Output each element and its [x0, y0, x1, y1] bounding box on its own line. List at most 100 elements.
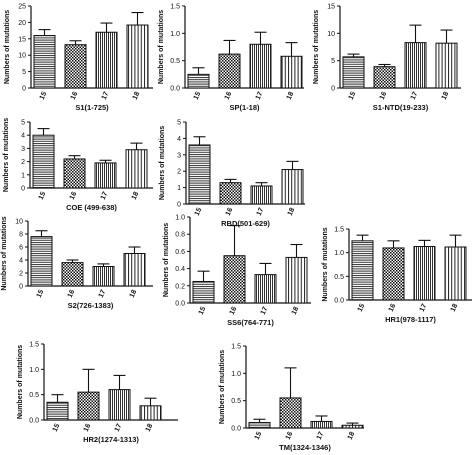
bar: [351, 240, 374, 301]
x-tick-label: 16: [229, 306, 239, 316]
bar: [94, 162, 117, 189]
y-axis-label: Numbers of mutations: [163, 223, 170, 297]
bar: [92, 266, 115, 287]
chart-panel: 0.0 0.5 1.0 1.5 Numbers of mutations 15 16 17 18…: [219, 344, 364, 452]
bar: [310, 420, 333, 429]
y-tick-label: 10: [18, 53, 26, 60]
bar: [285, 256, 308, 304]
bar: [123, 253, 146, 287]
chart-panel: 0.0 0.5 1.0 1.5 Numbers of mutations 15 16 17 18…: [322, 227, 472, 324]
y-tick-label: 1.0: [170, 31, 180, 38]
chart-panel: 0.0 0.5 1.0 1.5 Numbers of mutations 15 16 17 18…: [17, 342, 178, 444]
x-tick-label: 16: [225, 207, 235, 217]
x-tick-label: 17: [260, 306, 270, 316]
bar: [77, 391, 100, 421]
x-tick-label: 15: [348, 91, 358, 101]
y-tick-label: 1.0: [29, 367, 39, 374]
y-tick-label: 0.5: [29, 392, 39, 399]
bar: [139, 405, 162, 421]
y-tick-label: 0.6: [175, 249, 185, 256]
x-tick-label: 18: [129, 289, 139, 299]
bar: [382, 247, 405, 301]
y-tick-label: 10: [327, 31, 335, 38]
x-tick-label: 16: [83, 423, 93, 433]
y-tick-label: 0.5: [334, 274, 344, 281]
chart-title: HR1(978-1117): [385, 315, 436, 324]
y-tick-label: 4: [19, 258, 23, 265]
bar: [46, 401, 69, 421]
y-tick-label: 1.0: [175, 215, 185, 222]
chart-title: RBD(501-629): [221, 219, 270, 228]
y-tick-label: 1.5: [170, 4, 180, 11]
x-tick-label: 17: [410, 91, 420, 101]
x-tick-label: 15: [38, 191, 48, 201]
x-tick-label: 15: [193, 91, 203, 101]
y-tick-label: 20: [18, 20, 26, 27]
y-tick-label: 2: [19, 271, 23, 278]
x-tick-label: 16: [285, 431, 295, 441]
bar: [280, 55, 303, 89]
bar: [444, 246, 467, 301]
bar: [95, 31, 118, 89]
bar: [219, 182, 242, 205]
x-tick-label: 18: [347, 431, 357, 441]
y-tick-label: 0.2: [175, 283, 185, 290]
x-tick-label: 16: [69, 191, 79, 201]
bar: [342, 56, 365, 89]
bar: [30, 236, 53, 287]
y-tick-label: 3: [177, 152, 181, 159]
bar: [281, 169, 304, 205]
x-tick-label: 18: [145, 423, 155, 433]
y-axis-label: Numbers of mutations: [158, 10, 165, 84]
x-tick-label: 16: [388, 303, 398, 313]
y-tick-label: 1: [21, 172, 25, 179]
y-tick-label: 0: [22, 86, 26, 93]
y-tick-label: 1.5: [29, 342, 39, 349]
y-tick-label: 0.4: [175, 266, 185, 273]
bar: [413, 246, 436, 301]
x-tick-label: 15: [194, 207, 204, 217]
y-tick-label: 0: [331, 86, 335, 93]
chart-panel: 0 2 4 6 8 10 Numbers of mutations 15 16 17 18 S2(72…: [1, 216, 153, 310]
x-tick-label: 17: [256, 207, 266, 217]
bar: [108, 389, 131, 421]
y-axis-label: Numbers of mutations: [1, 216, 8, 290]
bar: [435, 42, 458, 89]
y-tick-label: 0.0: [334, 298, 344, 305]
x-tick-label: 17: [114, 423, 124, 433]
x-tick-label: 17: [255, 91, 265, 101]
x-tick-label: 18: [286, 91, 296, 101]
bar: [373, 66, 396, 89]
bar: [279, 397, 302, 429]
bar: [248, 422, 271, 429]
x-tick-label: 18: [131, 191, 141, 201]
x-tick-label: 16: [67, 289, 77, 299]
y-tick-label: 1: [177, 185, 181, 192]
y-axis-label: Numbers of mutations: [159, 126, 166, 200]
y-tick-label: 4: [177, 136, 181, 143]
x-tick-label: 16: [379, 91, 389, 101]
bar: [32, 134, 55, 189]
chart-title: SP(1-18): [229, 103, 260, 112]
x-tick-label: 15: [39, 91, 49, 101]
bar: [404, 42, 427, 89]
y-tick-label: 0.5: [170, 58, 180, 65]
chart-panel: 0 5 10 15 20 25 Numbers of mutations 15 16 17 18 S1…: [4, 4, 153, 112]
x-tick-label: 15: [52, 423, 62, 433]
y-tick-label: 5: [21, 120, 25, 127]
x-tick-label: 15: [254, 431, 264, 441]
chart-panel: 0 1 2 3 4 5 Numbers of mutations 15 16 17 18 RBD(50…: [159, 120, 305, 228]
y-tick-label: 0.0: [231, 426, 241, 433]
chart-title: SS6(764-771): [227, 318, 274, 327]
x-tick-label: 18: [441, 91, 451, 101]
bar: [63, 158, 86, 189]
y-tick-label: 1.0: [334, 250, 344, 257]
y-tick-label: 0: [19, 284, 23, 291]
y-tick-label: 0.0: [29, 418, 39, 425]
x-tick-label: 15: [198, 306, 208, 316]
chart-title: TM(1324-1346): [279, 443, 331, 452]
y-axis-label: Numbers of mutations: [3, 118, 10, 192]
chart-title: S1(1-725): [75, 103, 109, 112]
bar: [187, 73, 210, 89]
